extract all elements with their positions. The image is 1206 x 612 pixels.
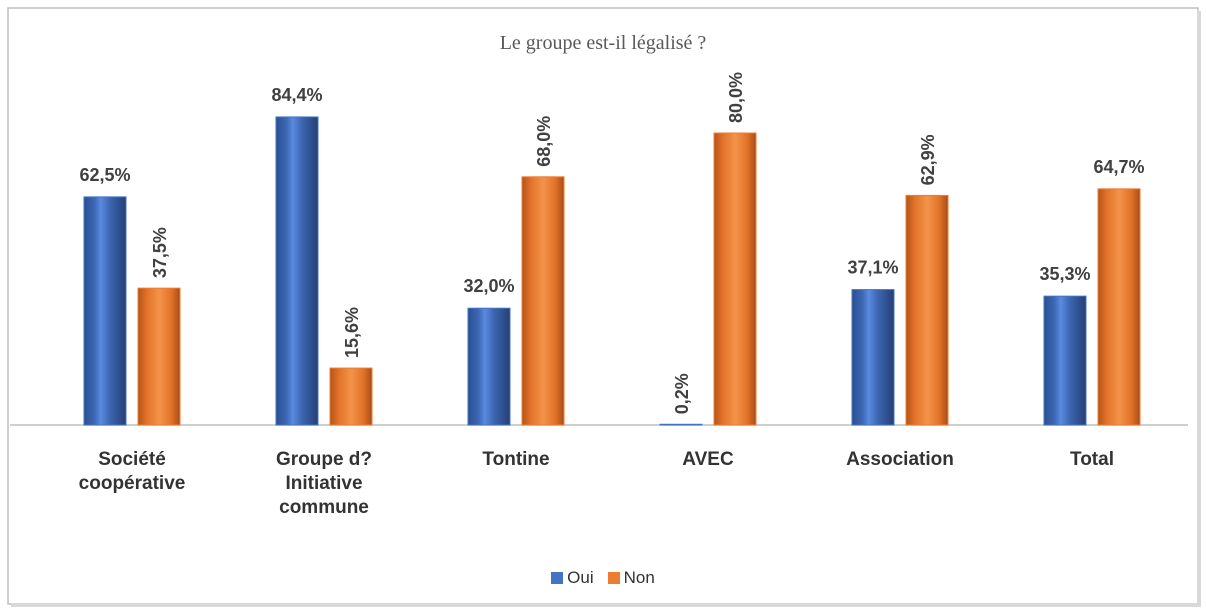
x-tick-label: Tontine xyxy=(482,449,550,470)
x-tick-label: Groupe d?Initiative commune xyxy=(275,449,373,518)
data-label: 84,4% xyxy=(271,85,322,105)
bar xyxy=(1043,295,1087,426)
chart-title: Le groupe est-il légalisé ? xyxy=(500,32,707,54)
bar xyxy=(467,307,511,426)
bar xyxy=(659,423,703,426)
frame-shadow xyxy=(11,603,1201,607)
bar xyxy=(521,176,565,426)
legend-item: Non xyxy=(607,568,655,588)
bar xyxy=(905,194,949,426)
legend-label: Non xyxy=(623,568,655,587)
legend: Oui Non xyxy=(0,568,1206,588)
data-label: 68,0% xyxy=(534,116,554,167)
x-tick-label: AVEC xyxy=(682,449,734,470)
bar xyxy=(329,367,373,426)
bar xyxy=(1097,188,1141,426)
data-label: 37,5% xyxy=(150,227,170,278)
data-label: 0,2% xyxy=(672,373,692,414)
bar xyxy=(137,287,181,426)
legend-item: Oui xyxy=(551,568,594,588)
legend-swatch xyxy=(551,572,564,584)
chart-frame xyxy=(7,7,1199,605)
data-label: 35,3% xyxy=(1039,264,1090,284)
x-tick-label: Association xyxy=(846,449,954,470)
data-label: 37,1% xyxy=(847,258,898,278)
bar xyxy=(851,289,895,426)
legend-swatch xyxy=(607,572,620,584)
x-tick-label: Total xyxy=(1070,449,1114,470)
data-label: 64,7% xyxy=(1093,157,1144,177)
data-label: 15,6% xyxy=(342,307,362,358)
data-label: 80,0% xyxy=(726,72,746,123)
x-tick-label: Société coopérative xyxy=(78,449,186,494)
data-label: 62,9% xyxy=(918,134,938,185)
data-label: 32,0% xyxy=(463,276,514,296)
frame-shadow xyxy=(1197,11,1201,607)
bar xyxy=(83,196,127,426)
legend-label: Oui xyxy=(567,568,594,587)
data-label: 62,5% xyxy=(79,165,130,185)
bar xyxy=(713,132,757,426)
bar xyxy=(275,116,319,426)
